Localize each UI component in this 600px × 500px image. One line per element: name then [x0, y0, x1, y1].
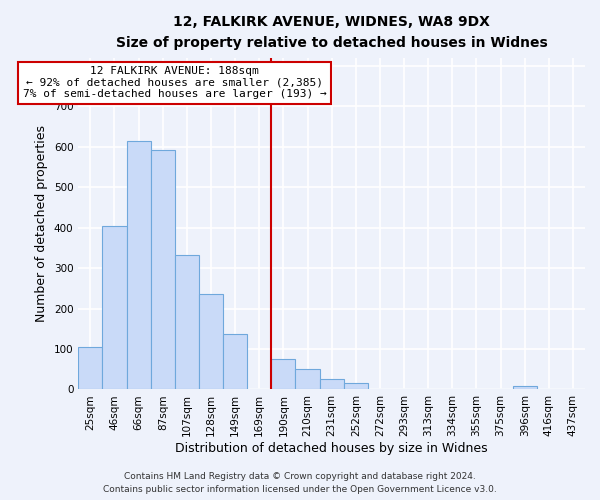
Bar [175, 254, 199, 390]
Bar [199, 294, 223, 390]
Bar [223, 334, 247, 390]
Bar [320, 379, 344, 390]
Bar [151, 150, 175, 390]
X-axis label: Distribution of detached houses by size in Widnes: Distribution of detached houses by size … [175, 442, 488, 455]
Bar [344, 384, 368, 390]
Text: Contains HM Land Registry data © Crown copyright and database right 2024.: Contains HM Land Registry data © Crown c… [124, 472, 476, 481]
Bar [295, 369, 320, 390]
Text: Contains public sector information licensed under the Open Government Licence v3: Contains public sector information licen… [103, 485, 497, 494]
Bar [79, 346, 103, 390]
Title: 12, FALKIRK AVENUE, WIDNES, WA8 9DX
Size of property relative to detached houses: 12, FALKIRK AVENUE, WIDNES, WA8 9DX Size… [116, 15, 548, 50]
Y-axis label: Number of detached properties: Number of detached properties [35, 125, 48, 322]
Bar [512, 386, 537, 390]
Text: 12 FALKIRK AVENUE: 188sqm
← 92% of detached houses are smaller (2,385)
7% of sem: 12 FALKIRK AVENUE: 188sqm ← 92% of detac… [23, 66, 326, 99]
Bar [271, 358, 295, 390]
Bar [127, 141, 151, 390]
Bar [103, 226, 127, 390]
